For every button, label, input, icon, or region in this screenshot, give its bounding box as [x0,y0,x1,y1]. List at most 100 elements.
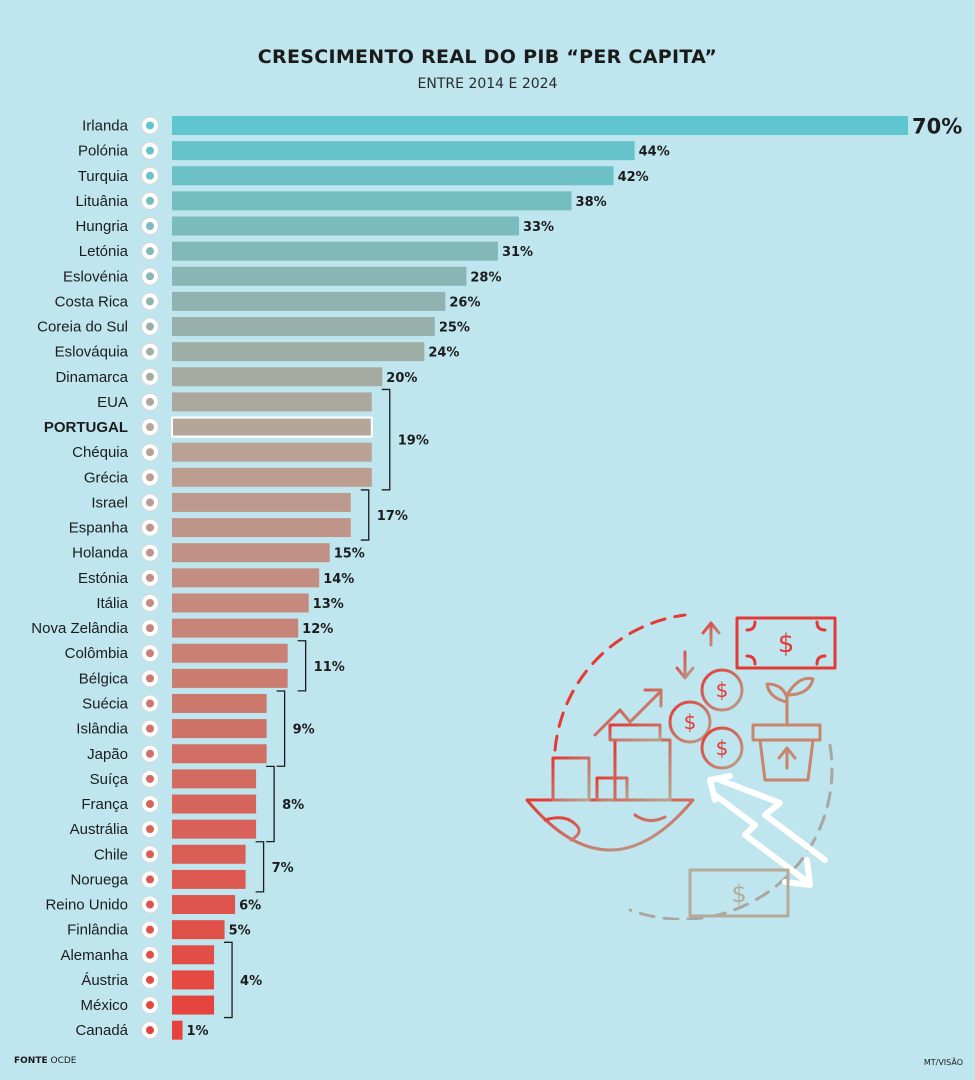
new-zealand-flag-icon-mark [146,624,154,633]
category-label-20: Nova Zelândia [31,620,128,637]
bar-23 [172,693,267,713]
footer-source: FONTE OCDE [14,1056,77,1066]
category-label-14: Grécia [84,469,129,486]
value-label-8: 25% [439,321,470,336]
bar-3 [172,191,572,211]
belgium-flag-icon-mark [146,674,154,683]
bill-dollar: $ [778,629,795,659]
group-bracket-2 [297,640,307,692]
value-label-7: 26% [449,295,480,310]
bar-16 [172,518,351,538]
economy-illustration: $ $ $ $ $ [525,613,837,920]
category-label-29: Chile [94,846,128,863]
footer-credit: MT/VISÃO [923,1058,963,1067]
money-coins-icon [668,668,744,770]
category-label-0: Irlanda [82,118,129,135]
category-label-33: Alemanha [60,947,128,964]
group-value-label-6: 4% [240,974,262,989]
down-arrow-icon [675,650,695,680]
category-label-7: Costa Rica [55,293,129,310]
chart-subtitle: ENTRE 2014 E 2024 [417,76,558,92]
switzerland-flag-icon-mark [146,774,154,783]
group-value-label-4: 8% [282,798,304,813]
category-label-25: Japão [87,746,128,763]
hungary-flag-icon-mark [146,222,154,231]
group-bracket-5 [255,841,265,893]
globe-bowl-icon [525,723,695,852]
growth-arrow-icon [593,688,663,737]
uk-flag-icon-mark [146,900,154,909]
turkey-flag-icon-mark [146,171,154,180]
bar-5 [172,241,498,261]
japan-flag-icon-mark [146,749,154,758]
value-label-3: 38% [576,195,607,210]
category-label-28: Austrália [70,821,129,838]
usa-flag-icon-mark [146,397,154,406]
italy-flag-icon-mark [146,598,154,607]
group-bracket-3 [276,690,286,767]
slovenia-flag-icon-mark [146,272,154,281]
bill-dollar-bottom: $ [731,880,746,908]
value-label-0: 70% [912,115,962,139]
bar-2 [172,166,614,186]
canada-flag-icon-mark [146,1026,154,1035]
category-label-10: Dinamarca [55,369,128,386]
value-label-17: 15% [334,547,365,562]
value-label-10: 20% [386,371,417,386]
value-label-4: 33% [523,220,554,235]
group-value-label-2: 11% [314,660,345,675]
group-bracket-6 [224,941,233,1019]
bar-13 [172,442,372,462]
bar-33 [172,945,215,965]
money-bill-icon [735,616,837,670]
colombia-flag-icon-mark [146,649,154,658]
bar-12 [171,416,373,438]
bar-27 [172,794,257,814]
bar-6 [172,266,467,286]
bar-7 [172,291,446,311]
category-label-15: Israel [91,494,128,511]
category-label-30: Noruega [70,871,128,888]
bar-22 [172,668,288,688]
costa-rica-flag-icon-mark [146,297,154,306]
category-label-6: Eslovénia [63,268,129,285]
bar-15 [172,492,351,512]
coin-dollar-2: $ [684,710,697,734]
category-label-19: Itália [96,595,128,612]
group-bracket-4 [266,765,275,843]
bar-32 [172,920,225,940]
group-value-label-0: 19% [398,434,429,449]
netherlands-flag-icon-mark [146,548,154,557]
group-value-label-1: 17% [377,509,408,524]
slovakia-flag-icon-mark [146,347,154,356]
down-trend-arrow-icon [712,792,813,888]
value-label-19: 13% [313,597,344,612]
category-label-34: Áustria [81,972,128,989]
category-label-1: Polónia [78,143,129,160]
coin-dollar-3: $ [716,736,729,760]
bar-20 [172,618,299,638]
austria-flag-icon-mark [146,975,154,984]
category-label-9: Eslováquia [55,344,129,361]
mexico-flag-icon-mark [146,1001,154,1010]
bar-0 [172,116,908,135]
germany-flag-icon-mark [146,950,154,959]
category-label-5: Letónia [79,243,129,260]
coin-dollar-1: $ [716,678,729,702]
category-label-24: Islândia [76,721,128,738]
category-label-16: Espanha [69,520,129,537]
bar-25 [172,744,267,764]
bar-4 [172,216,519,236]
south-korea-flag-icon-mark [146,322,154,331]
bar-17 [172,543,330,563]
greece-flag-icon-mark [146,473,154,482]
category-label-2: Turquia [78,168,129,185]
latvia-flag-icon-mark [146,247,154,256]
portugal-flag-icon-mark [146,423,154,432]
value-label-20: 12% [302,622,333,637]
category-label-4: Hungria [75,218,128,235]
value-label-36: 1% [187,1024,209,1039]
israel-flag-icon-mark [146,498,154,507]
source-label: FONTE [14,1056,48,1066]
group-bracket-1 [360,489,370,541]
